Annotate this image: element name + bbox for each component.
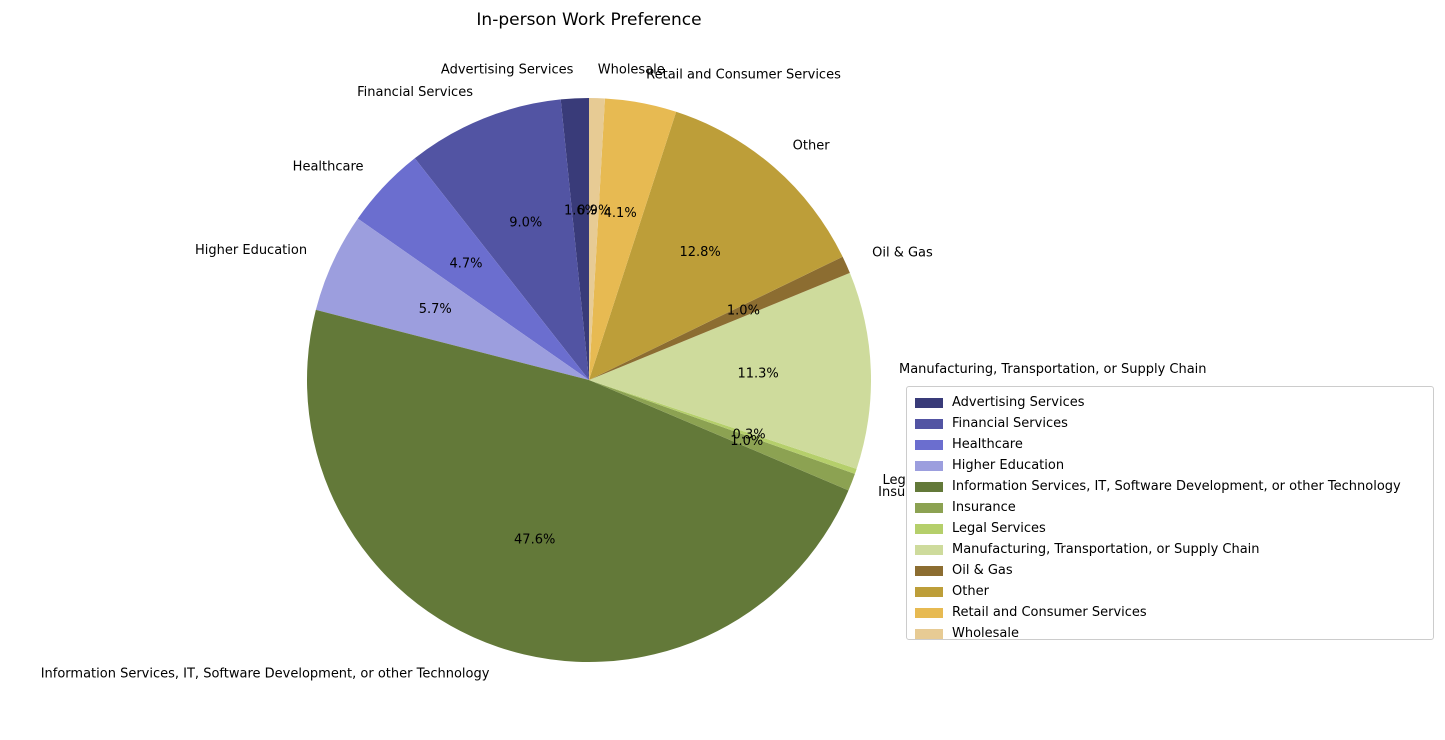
slice-label-higher-education: Higher Education: [195, 243, 307, 258]
slice-percent-other: 12.8%: [679, 245, 720, 260]
legend-swatch: [915, 439, 943, 450]
pie-slice-advertising-services: [560, 98, 589, 380]
pie-slice-other: [589, 111, 843, 380]
legend-label: Healthcare: [952, 437, 1023, 452]
legend-item-insurance: Insurance: [915, 497, 1433, 518]
slice-label-retail-and-consumer-services: Retail and Consumer Services: [646, 68, 841, 83]
slice-label-wholesale: Wholesale: [598, 62, 665, 77]
pie-slice-financial-services: [414, 99, 589, 380]
pie-slice-legal-services: [589, 380, 857, 474]
slice-label-other: Other: [793, 139, 831, 154]
legend-label: Higher Education: [952, 458, 1065, 473]
slice-percent-manufacturing-transportation-or-supply-chain: 11.3%: [737, 367, 778, 382]
legend-item-retail-and-consumer-services: Retail and Consumer Services: [915, 602, 1433, 623]
legend-swatch: [915, 481, 943, 492]
slice-label-healthcare: Healthcare: [293, 159, 364, 174]
legend-item-legal-services: Legal Services: [915, 518, 1433, 539]
legend-item-healthcare: Healthcare: [915, 434, 1433, 455]
legend: Advertising Services Financial Services He…: [906, 386, 1434, 641]
legend-item-financial-services: Financial Services: [915, 413, 1433, 434]
legend-label: Advertising Services: [952, 395, 1085, 410]
legend-label: Insurance: [952, 500, 1016, 515]
legend-swatch: [915, 397, 943, 408]
legend-swatch: [915, 628, 943, 639]
chart-title: In-person Work Preference: [476, 10, 701, 30]
legend-item-manufacturing-transportation-or-supply-chain: Manufacturing, Transportation, or Supply…: [915, 539, 1433, 560]
slice-label-financial-services: Financial Services: [357, 85, 473, 100]
slice-label-information-services-it-software-development-or-other-technology: Information Services, IT, Software Devel…: [41, 666, 490, 681]
pie-slice-information-services-it-software-development-or-other-technology: [307, 309, 849, 662]
legend-swatch: [915, 565, 943, 576]
slice-percent-oil-gas: 1.0%: [727, 303, 760, 318]
legend-swatch: [915, 502, 943, 513]
legend-label: Legal Services: [952, 521, 1046, 536]
pie-slice-oil-gas: [589, 256, 850, 380]
legend-item-higher-education: Higher Education: [915, 455, 1433, 476]
slice-label-manufacturing-transportation-or-supply-chain: Manufacturing, Transportation, or Supply…: [899, 362, 1207, 377]
pie-slice-wholesale: [589, 98, 605, 380]
legend-swatch: [915, 460, 943, 471]
legend-label: Wholesale: [952, 626, 1020, 641]
pie-slices: [307, 98, 872, 662]
legend-label: Other: [952, 584, 989, 599]
slice-label-oil-gas: Oil & Gas: [872, 246, 933, 261]
pie-slice-retail-and-consumer-services: [589, 98, 677, 381]
slice-percent-legal-services: 0.3%: [733, 427, 766, 442]
legend-item-other: Other: [915, 581, 1433, 602]
legend-label: Manufacturing, Transportation, or Supply…: [952, 542, 1260, 557]
legend-item-advertising-services: Advertising Services: [915, 392, 1433, 413]
slice-percent-information-services-it-software-development-or-other-technology: 47.6%: [514, 533, 555, 548]
legend-swatch: [915, 544, 943, 555]
slice-percent-healthcare: 4.7%: [450, 256, 483, 271]
legend-item-wholesale: Wholesale: [915, 623, 1433, 644]
slice-percent-retail-and-consumer-services: 4.1%: [604, 206, 637, 221]
pie-slice-higher-education: [315, 218, 589, 380]
legend-swatch: [915, 418, 943, 429]
slice-percent-labels: 1.6%9.0%4.7%5.7%47.6%1.0%0.3%11.3%1.0%12…: [419, 203, 779, 547]
slice-percent-higher-education: 5.7%: [419, 302, 452, 317]
legend-label: Retail and Consumer Services: [952, 605, 1147, 620]
slice-percent-wholesale: 0.9%: [577, 203, 610, 218]
slice-percent-financial-services: 9.0%: [509, 216, 542, 231]
legend-swatch: [915, 586, 943, 597]
slice-percent-insurance: 1.0%: [730, 434, 763, 449]
legend-swatch: [915, 523, 943, 534]
legend-swatch: [915, 607, 943, 618]
pie-slice-insurance: [589, 380, 855, 491]
slice-percent-advertising-services: 1.6%: [564, 204, 597, 219]
legend-item-information-services-it-software-development-or-other-technology: Information Services, IT, Software Devel…: [915, 476, 1433, 497]
legend-item-oil-gas: Oil & Gas: [915, 560, 1433, 581]
pie-slice-manufacturing-transportation-or-supply-chain: [589, 272, 872, 469]
legend-label: Financial Services: [952, 416, 1068, 431]
pie-slice-healthcare: [357, 158, 589, 380]
legend-label: Information Services, IT, Software Devel…: [952, 479, 1401, 494]
legend-label: Oil & Gas: [952, 563, 1013, 578]
slice-label-advertising-services: Advertising Services: [441, 63, 574, 78]
